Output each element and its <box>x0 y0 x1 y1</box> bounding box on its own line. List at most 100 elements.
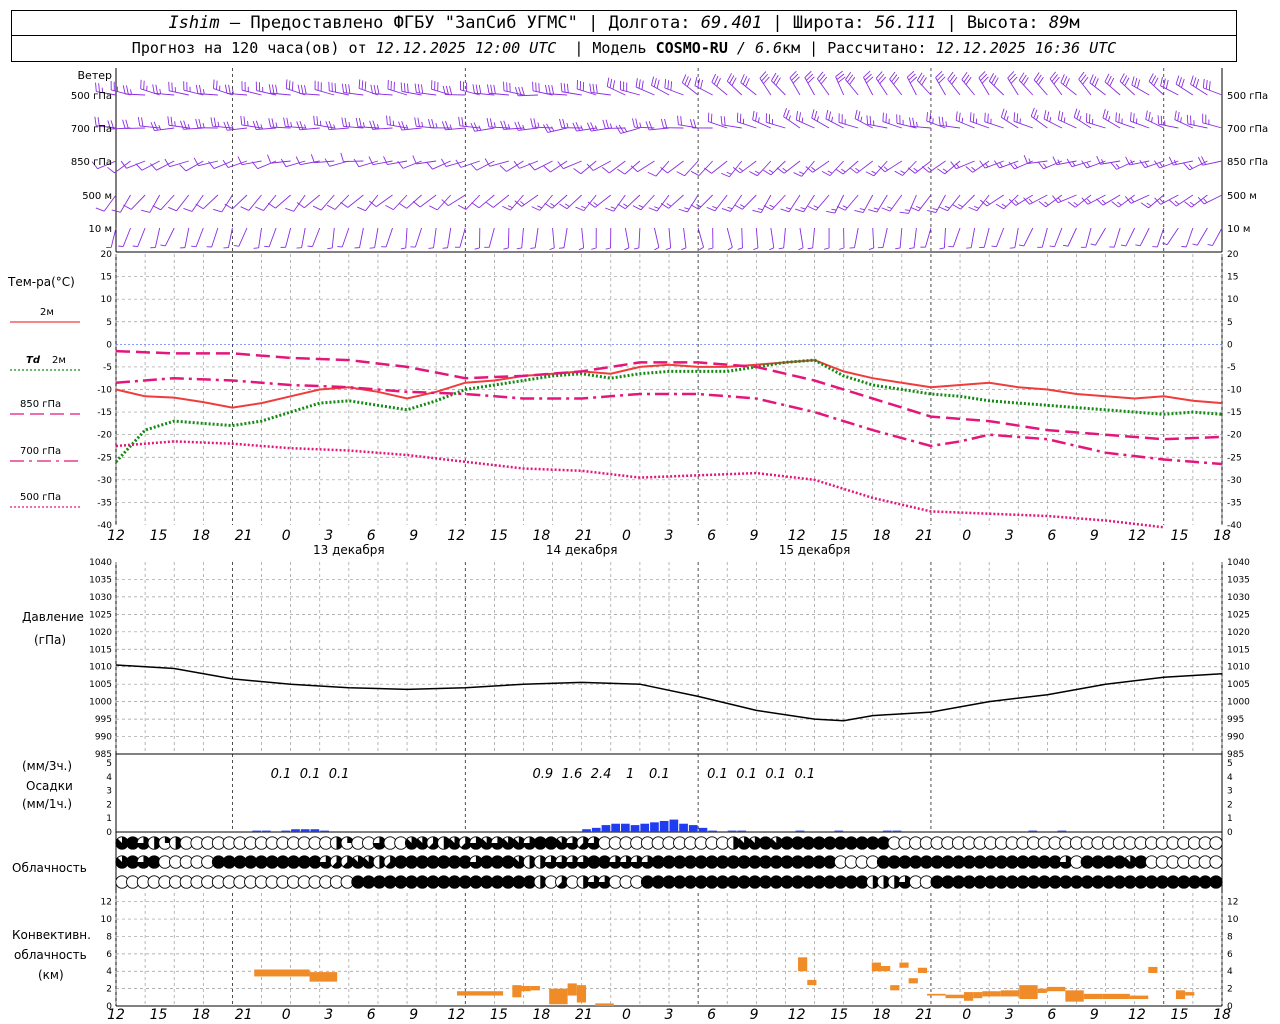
wind-barb-shaft <box>263 194 277 211</box>
wind-barb <box>586 160 612 171</box>
wind-barb <box>1013 112 1033 129</box>
wind-barb <box>807 194 830 211</box>
cloud-symbol <box>490 875 505 889</box>
wind-barb-feather <box>1105 110 1109 120</box>
temp-series-line <box>114 358 1223 463</box>
wind-barb-shaft <box>1202 160 1223 166</box>
wind-barb-feather <box>291 81 294 91</box>
temp-tick: -35 <box>97 498 112 508</box>
wind-barb-feather <box>168 206 177 212</box>
wind-barb-feather <box>369 120 373 130</box>
wind-barb-feather <box>1208 81 1211 91</box>
conv-tick-right: 10 <box>1227 915 1239 925</box>
wind-barb-feather <box>271 84 275 94</box>
wind-barb <box>179 160 204 172</box>
cloud-fill-partial <box>578 836 590 850</box>
wind-barb-shaft <box>1041 227 1048 248</box>
wind-barb-feather <box>324 158 330 167</box>
wind-barb-shaft <box>609 160 626 174</box>
wind-barb-shaft <box>944 160 961 175</box>
cloud-symbol <box>1209 875 1223 889</box>
wind-barb <box>1154 194 1179 205</box>
precip-bar <box>698 827 708 832</box>
precip-3h-label: 0.9 <box>533 767 554 782</box>
wind-barb-feather <box>912 117 915 127</box>
time-tick-label-bottom: 21 <box>235 1007 253 1023</box>
wind-barb-feather <box>768 169 774 174</box>
wind-barb-feather <box>594 125 598 131</box>
wind-barb-feather <box>645 121 650 131</box>
cloud-fill-partial <box>555 855 568 869</box>
convective-cloud-bar <box>595 1003 614 1006</box>
pressure-tick: 1030 <box>89 593 112 603</box>
pressure-tick: 995 <box>95 715 112 725</box>
wind-barb <box>544 194 568 209</box>
temp-tick: -30 <box>97 476 112 486</box>
wind-barb <box>778 227 786 250</box>
wind-barb-feather <box>624 247 630 251</box>
cloud-fill-full <box>1016 855 1030 869</box>
convective-cloud-bar <box>1175 990 1186 1000</box>
wind-barb-feather <box>530 247 536 249</box>
wind-barb <box>1067 194 1092 208</box>
cloud-fill-partial <box>137 836 150 850</box>
temp-tick: -25 <box>97 453 112 463</box>
model-resolution-unit: км <box>782 39 801 57</box>
wind-barb-feather <box>361 80 364 90</box>
wind-barb-feather <box>1081 197 1089 205</box>
wind-barb-feather <box>91 161 98 170</box>
wind-barb-shaft <box>270 126 291 129</box>
wind-barb <box>602 119 626 129</box>
wind-barb-feather <box>1130 159 1134 165</box>
wind-barb-feather <box>984 162 989 168</box>
wind-barb-shaft <box>433 227 437 248</box>
cloud-fill-full <box>823 836 837 850</box>
time-tick-label: 21 <box>235 528 253 544</box>
cloud-circle <box>1209 855 1223 869</box>
wind-barb <box>457 194 481 210</box>
wind-barb-feather <box>1207 243 1213 247</box>
wind-barb <box>297 84 320 96</box>
wind-barb-feather <box>398 121 403 131</box>
wind-barb-feather <box>1134 77 1138 87</box>
wind-barb-feather <box>474 247 480 250</box>
wind-barb-feather <box>97 117 100 127</box>
wind-barb-feather <box>795 110 799 120</box>
wind-barb-feather <box>267 154 272 164</box>
wind-barb-feather <box>1053 76 1060 85</box>
wind-barb-shaft <box>783 160 801 174</box>
wind-barb-shaft <box>347 194 364 208</box>
wind-barb-feather <box>971 166 976 171</box>
cloud-symbol <box>372 875 387 889</box>
wind-barb-shaft <box>1187 123 1208 129</box>
cloud-fill-full <box>501 855 515 869</box>
wind-barb <box>354 227 364 249</box>
wind-barb <box>252 120 277 131</box>
wind-barb-feather <box>490 84 493 94</box>
wind-barb-feather <box>712 205 718 209</box>
temp-tick: 10 <box>101 295 113 305</box>
wind-barb <box>454 227 466 248</box>
wind-barb-shaft <box>1001 116 1019 129</box>
wind-barb-shaft <box>270 92 291 96</box>
wind-barb-shaft <box>156 160 175 171</box>
cloud-symbol <box>1091 875 1105 889</box>
wind-barb-shaft <box>97 160 117 170</box>
wind-barb-feather <box>1174 110 1177 120</box>
wind-barb <box>690 194 713 210</box>
wind-barb <box>865 160 888 177</box>
cloud-fill-partial <box>342 855 354 869</box>
wind-barb-feather <box>1035 115 1039 121</box>
wind-barb-feather <box>98 83 100 93</box>
wind-barb-feather <box>340 152 344 162</box>
time-tick-label: 21 <box>915 528 933 544</box>
wind-barb-feather <box>749 171 758 177</box>
wind-barb-feather <box>835 168 844 175</box>
wind-barb-feather <box>1044 201 1049 206</box>
wind-barb-shaft <box>783 227 786 248</box>
alt-label: Высота: <box>966 13 1039 33</box>
cloud-fill-full <box>426 875 440 889</box>
wind-barb <box>503 81 524 96</box>
wind-barb-feather <box>222 159 229 168</box>
wind-barb-feather <box>1107 75 1112 85</box>
